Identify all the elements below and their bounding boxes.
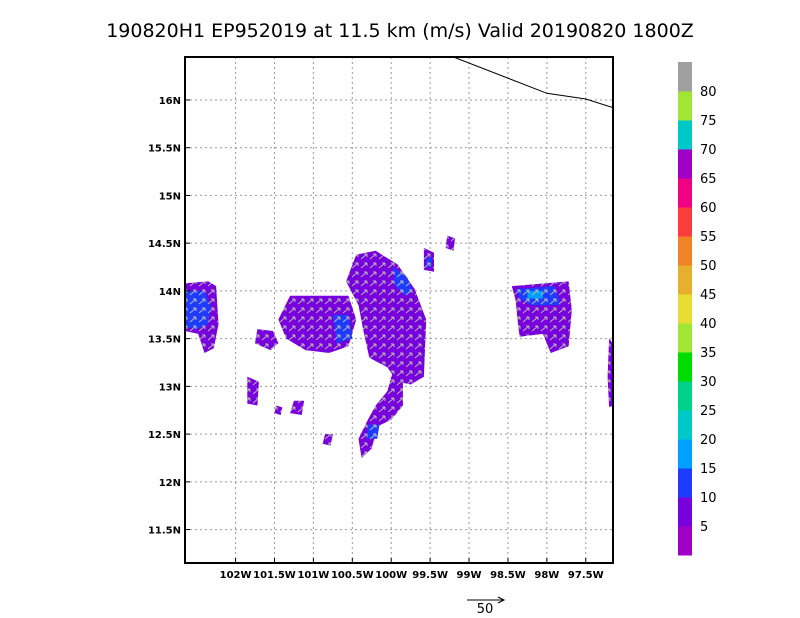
colorbar-swatch: [678, 294, 692, 324]
y-tick-label: 12.5N: [148, 430, 181, 441]
plot-frame: [184, 56, 614, 564]
y-tick-label: 13.5N: [148, 335, 181, 346]
x-tick-label: 100.5W: [331, 570, 374, 581]
reference-vector-label: 50: [477, 602, 494, 617]
colorbar-swatch: [678, 323, 692, 353]
colorbar-label: 70: [700, 143, 717, 158]
x-tick-label: 99.5W: [412, 570, 448, 581]
wind-speed-regions: [185, 235, 613, 458]
x-tick-label: 98.5W: [490, 570, 526, 581]
y-tick-label: 15N: [159, 191, 181, 202]
y-tick-label: 13N: [159, 382, 181, 393]
wind-vectors-southwest-speck-4: [322, 434, 333, 446]
y-tick-label: 16N: [159, 96, 181, 107]
chart-title: 190820H1 EP952019 at 11.5 km (m/s) Valid…: [106, 20, 694, 42]
x-tick-label: 97.5W: [568, 570, 604, 581]
x-tick-label: 98W: [534, 570, 559, 581]
colorbar-label: 20: [700, 433, 717, 448]
colorbar-swatch: [678, 381, 692, 411]
y-tick-label: 12N: [159, 478, 181, 489]
colorbar-label: 65: [700, 172, 717, 187]
colorbar-label: 35: [700, 346, 717, 361]
y-tick-label: 15.5N: [148, 144, 181, 155]
colorbar-label: 80: [700, 85, 717, 100]
coastline: [453, 57, 613, 109]
colorbar-label: 25: [700, 404, 717, 419]
y-tick-label: 11.5N: [148, 526, 181, 537]
wind-vectors-south-band-blue: [366, 424, 380, 439]
colorbar-swatch: [678, 178, 692, 208]
colorbar-swatch: [678, 149, 692, 179]
colorbar-swatch: [678, 526, 692, 556]
y-axis-ticks: 11.5N 12N 12.5N 13N 13.5N 14N 14.5N 15N 15.5N 16N: [148, 96, 190, 537]
wind-vectors-southwest-speck-2: [290, 400, 305, 415]
x-tick-label: 100W: [375, 570, 407, 581]
colorbar-swatch: [678, 120, 692, 150]
y-tick-label: 14N: [159, 287, 181, 298]
wind-vectors-main-core-blue: [392, 267, 413, 296]
colorbar-label: 10: [700, 491, 717, 506]
y-tick-label: 14.5N: [148, 239, 181, 250]
colorbar-label: 40: [700, 317, 717, 332]
reference-vector-arrowhead: [497, 596, 506, 604]
colorbar-label: 50: [700, 259, 717, 274]
colorbar-label: 45: [700, 288, 717, 303]
x-axis-ticks: 102W 101.5W 101W 100.5W 100W 99.5W 99W 98.5W 98W…: [220, 558, 604, 581]
colorbar-label: 55: [700, 230, 717, 245]
colorbar-swatch: [678, 236, 692, 266]
x-tick-label: 101W: [297, 570, 329, 581]
wind-vectors-far-east-patch: [607, 338, 613, 408]
colorbar-swatch: [678, 207, 692, 237]
colorbar-swatch: [678, 352, 692, 382]
colorbar-label: 15: [700, 462, 717, 477]
colorbar-swatch: [678, 439, 692, 469]
colorbar-swatch: [678, 62, 692, 92]
wind-vectors-west-small-patch: [255, 329, 279, 351]
x-tick-label: 101.5W: [253, 570, 296, 581]
colorbar-swatch: [678, 91, 692, 121]
wind-vectors-north-speck: [445, 235, 455, 251]
wind-vectors-southwest-speck-3: [274, 405, 283, 415]
colorbar-label: 5: [700, 520, 708, 535]
colorbar-label: 75: [700, 114, 717, 129]
wind-vectors-north-small-patch-blue: [426, 257, 432, 267]
wind-vectors-southwest-speck-1: [247, 376, 259, 406]
colorbar-swatch: [678, 468, 692, 498]
colorbar-swatch: [678, 265, 692, 295]
x-tick-label: 99W: [457, 570, 482, 581]
wind-vectors-west-edge-core: [185, 290, 211, 330]
reference-vector: 50: [467, 596, 506, 617]
x-tick-label: 102W: [220, 570, 252, 581]
colorbar-swatch: [678, 410, 692, 440]
wind-vectors-central-west-block-blue: [332, 314, 353, 344]
wind-vectors-east-cluster-light: [527, 290, 543, 299]
colorbar-swatch: [678, 497, 692, 527]
colorbar-label: 60: [700, 201, 717, 216]
colorbar-label: 30: [700, 375, 717, 390]
colorbar: 5 10 15 20 25 30 35 40 45 50 55 60 65 70 75 80: [678, 62, 717, 556]
